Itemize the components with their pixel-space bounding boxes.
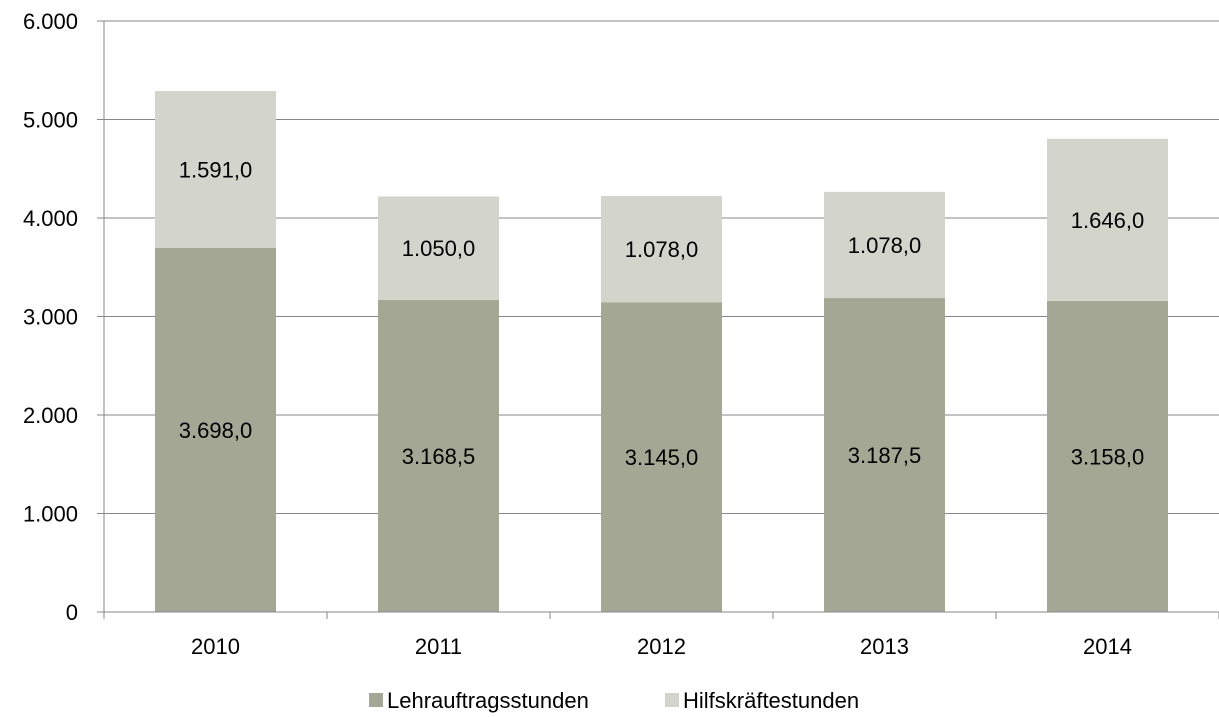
bar-hilfskraeftestunden-2013 — [824, 191, 945, 299]
bar-lehrauftragsstunden-2010 — [155, 247, 276, 612]
bar-hilfskraeftestunden-2010 — [155, 91, 276, 248]
y-tick-label: 6.000 — [23, 9, 78, 34]
y-tick-label: 0 — [66, 600, 78, 625]
x-tick-label: 2012 — [637, 634, 686, 659]
data-label: 3.187,5 — [848, 443, 921, 468]
x-tick-label: 2014 — [1083, 634, 1132, 659]
bar-hilfskraeftestunden-2011 — [378, 196, 499, 300]
y-tick-label: 5.000 — [23, 108, 78, 133]
y-tick-label: 3.000 — [23, 305, 78, 330]
x-tick-label: 2011 — [415, 634, 462, 659]
legend-label: Hilfskräftestunden — [683, 688, 859, 713]
data-label: 1.050,0 — [402, 236, 475, 261]
data-label: 3.145,0 — [625, 445, 698, 470]
data-label: 1.646,0 — [1071, 208, 1144, 233]
bar-hilfskraeftestunden-2012 — [601, 196, 722, 303]
y-tick-label: 2.000 — [23, 403, 78, 428]
axes: 0 1.000 2.000 3.000 4.000 5.000 6.000 2010 2011 2… — [23, 9, 1219, 659]
data-label: 1.078,0 — [848, 233, 921, 258]
bar-lehrauftragsstunden-2014 — [1047, 300, 1168, 612]
legend-swatch — [369, 693, 383, 707]
data-label: 1.591,0 — [179, 157, 252, 182]
data-label: 3.158,0 — [1071, 444, 1144, 469]
bars — [155, 91, 1168, 612]
legend-label: Lehrauftragsstunden — [387, 688, 589, 713]
x-tick-label: 2013 — [860, 634, 909, 659]
bar-hilfskraeftestunden-2014 — [1047, 138, 1168, 301]
x-tick-label: 2010 — [191, 634, 240, 659]
legend-swatch — [665, 693, 679, 707]
bar-lehrauftragsstunden-2011 — [378, 299, 499, 612]
data-label: 1.078,0 — [625, 237, 698, 262]
legend: Lehrauftragsstunden Hilfskräftestunden — [369, 688, 859, 713]
y-tick-label: 4.000 — [23, 206, 78, 231]
data-labels: 3.698,0 1.591,0 3.168,5 1.050,0 3.145,0 1.078… — [179, 157, 1144, 470]
data-label: 3.168,5 — [402, 444, 475, 469]
bar-lehrauftragsstunden-2012 — [601, 302, 722, 612]
y-tick-label: 1.000 — [23, 502, 78, 527]
bar-lehrauftragsstunden-2013 — [824, 298, 945, 612]
data-label: 3.698,0 — [179, 418, 252, 443]
